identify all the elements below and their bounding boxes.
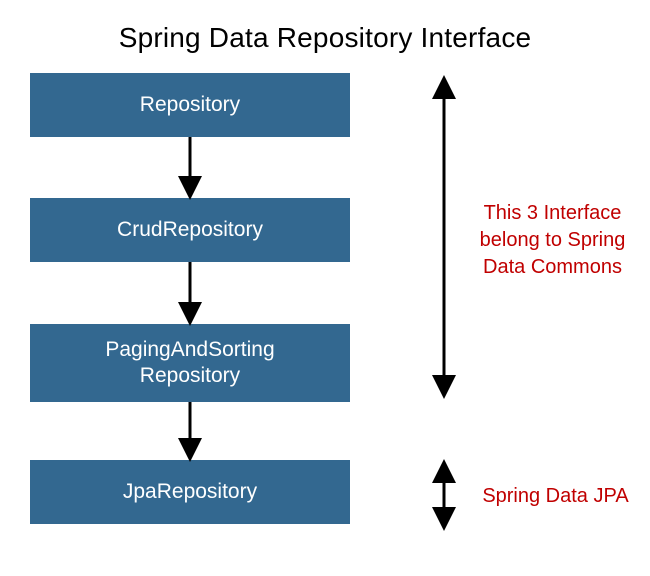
hierarchy-box-paging: PagingAndSortingRepository xyxy=(30,324,350,402)
box-label: Repository xyxy=(140,92,240,118)
annotation-commons: This 3 Interfacebelong to SpringData Com… xyxy=(465,200,640,281)
diagram-title: Spring Data Repository Interface xyxy=(0,22,650,54)
hierarchy-box-crud: CrudRepository xyxy=(30,198,350,262)
box-label: CrudRepository xyxy=(117,217,263,243)
hierarchy-box-repository: Repository xyxy=(30,73,350,137)
hierarchy-box-jpa: JpaRepository xyxy=(30,460,350,524)
box-label: JpaRepository xyxy=(123,479,257,505)
annotation-jpa: Spring Data JPA xyxy=(468,483,643,510)
box-label: PagingAndSortingRepository xyxy=(105,337,274,390)
